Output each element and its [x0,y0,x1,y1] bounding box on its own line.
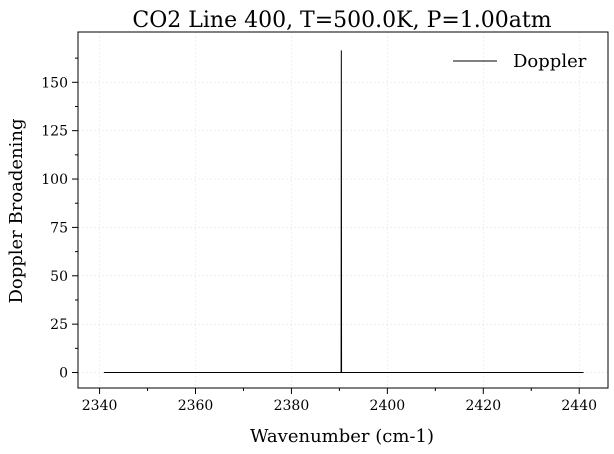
x-tick-label: 2400 [370,398,406,414]
y-axis-label: Doppler Broadening [6,118,27,303]
series-layer [103,50,584,374]
x-axis: 2340 2360 2380 2400 2420 2440 [82,388,597,414]
legend-label-doppler: Doppler [513,51,587,72]
plot-frame [77,31,609,389]
x-tick-label: 2380 [274,398,310,414]
x-tick-label: 2440 [561,398,597,414]
x-tick-label: 2360 [178,398,214,414]
y-tick-label: 125 [41,124,68,140]
y-tick-label: 50 [50,269,68,285]
series-line-doppler [103,50,584,374]
y-tick-label: 25 [50,317,68,333]
x-tick-label: 2340 [82,398,118,414]
x-tick-label: 2420 [465,398,501,414]
grid [78,32,608,388]
y-tick-label: 75 [50,220,68,236]
y-tick-label: 0 [59,366,68,382]
chart-title: CO2 Line 400, T=500.0K, P=1.00atm [132,8,551,33]
y-tick-label: 150 [41,75,68,91]
y-axis: 0 25 50 75 100 125 150 [41,57,78,382]
legend: Doppler [453,51,587,72]
y-tick-label: 100 [41,172,68,188]
x-axis-label: Wavenumber (cm-1) [250,426,434,447]
